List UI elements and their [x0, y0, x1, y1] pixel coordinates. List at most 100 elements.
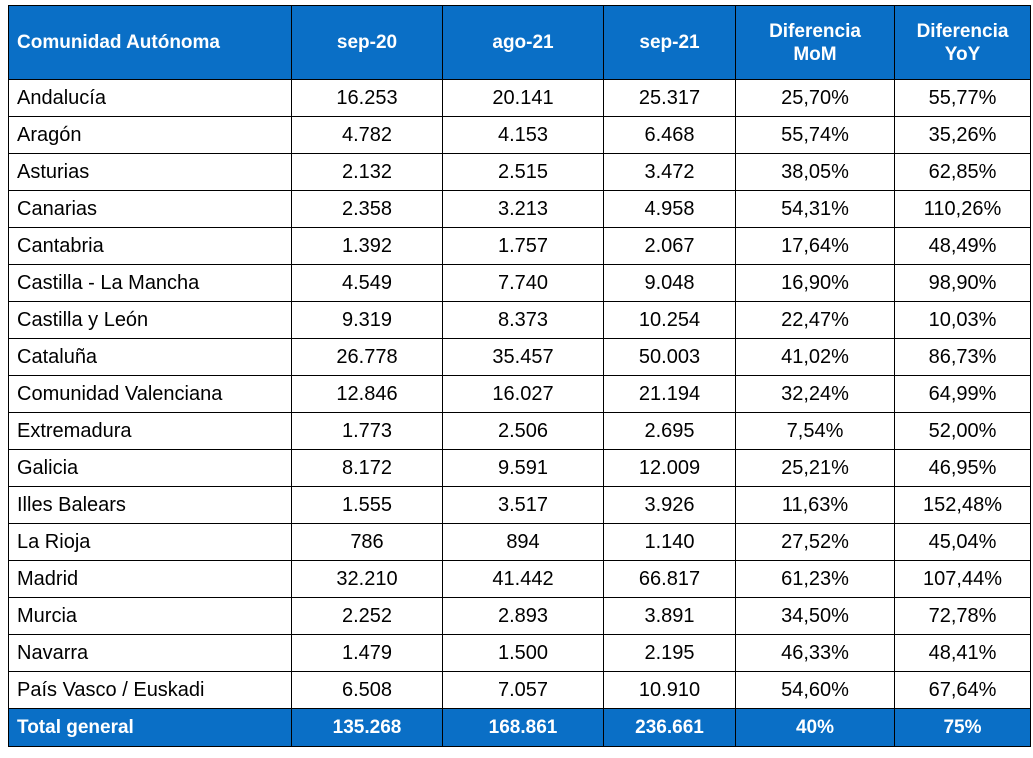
table-cell: 46,33%	[735, 634, 895, 672]
header-cell: ago-21	[442, 5, 604, 80]
table-row: Canarias 2.358 3.213 4.958 54,31% 110,26%	[8, 190, 1031, 228]
table-cell: 27,52%	[735, 523, 895, 561]
table-cell: Andalucía	[8, 79, 292, 117]
table-cell: 4.958	[603, 190, 736, 228]
table-cell: 8.172	[291, 449, 443, 487]
header-text: sep-21	[639, 32, 700, 53]
table-cell: Illes Balears	[8, 486, 292, 524]
total-cell: 40%	[735, 708, 895, 747]
table-row: Murcia 2.252 2.893 3.891 34,50% 72,78%	[8, 597, 1031, 635]
table-cell: 66.817	[603, 560, 736, 598]
table-cell: 41,02%	[735, 338, 895, 376]
header-cell: Comunidad Autónoma	[8, 5, 292, 80]
data-table: Comunidad Autónoma sep-20 ago-21 sep-21 Dife…	[8, 5, 1031, 747]
header-cell: Diferencia YoY	[894, 5, 1031, 80]
table-cell: 2.893	[442, 597, 604, 635]
table-cell: 1.140	[603, 523, 736, 561]
table-cell: Cataluña	[8, 338, 292, 376]
table-cell: Castilla - La Mancha	[8, 264, 292, 302]
table-cell: 10.910	[603, 671, 736, 709]
table-row: Castilla - La Mancha 4.549 7.740 9.048 16,90…	[8, 264, 1031, 302]
table-cell: 98,90%	[894, 264, 1031, 302]
table-cell: 6.468	[603, 116, 736, 154]
header-text: sep-20	[336, 32, 398, 53]
table-cell: 1.773	[291, 412, 443, 450]
table-cell: 41.442	[442, 560, 604, 598]
table-cell: 1.757	[442, 227, 604, 265]
table-cell: 34,50%	[735, 597, 895, 635]
table-cell: 3.213	[442, 190, 604, 228]
table-cell: 10,03%	[894, 301, 1031, 339]
table-cell: 3.891	[603, 597, 736, 635]
table-cell: 4.153	[442, 116, 604, 154]
table-cell: 50.003	[603, 338, 736, 376]
table-cell: Canarias	[8, 190, 292, 228]
table-cell: 17,64%	[735, 227, 895, 265]
table-body: Andalucía 16.253 20.141 25.317 25,70% 55,77% A…	[8, 79, 1031, 747]
header-row: Comunidad Autónoma sep-20 ago-21 sep-21 Dife…	[8, 5, 1031, 80]
table-cell: País Vasco / Euskadi	[8, 671, 292, 709]
table-cell: 45,04%	[894, 523, 1031, 561]
table-cell: Asturias	[8, 153, 292, 191]
table-cell: 20.141	[442, 79, 604, 117]
table-cell: 67,64%	[894, 671, 1031, 709]
table-cell: 32,24%	[735, 375, 895, 413]
table-cell: 2.252	[291, 597, 443, 635]
table-cell: Murcia	[8, 597, 292, 635]
table-cell: 26.778	[291, 338, 443, 376]
header-cell: sep-21	[603, 5, 736, 80]
table-cell: Galicia	[8, 449, 292, 487]
table-cell: 1.555	[291, 486, 443, 524]
table-row: Navarra 1.479 1.500 2.195 46,33% 48,41%	[8, 634, 1031, 672]
table-cell: 35,26%	[894, 116, 1031, 154]
table-cell: 11,63%	[735, 486, 895, 524]
header-text: Diferencia MoM	[769, 20, 861, 65]
table-cell: 7.057	[442, 671, 604, 709]
total-cell: 135.268	[291, 708, 443, 747]
total-cell: Total general	[8, 708, 292, 747]
table-row: Cantabria 1.392 1.757 2.067 17,64% 48,49%	[8, 227, 1031, 265]
table-cell: 22,47%	[735, 301, 895, 339]
total-cell: 168.861	[442, 708, 604, 747]
table-cell: 9.591	[442, 449, 604, 487]
table-row: Comunidad Valenciana 12.846 16.027 21.194 32…	[8, 375, 1031, 413]
table-cell: Castilla y León	[8, 301, 292, 339]
total-cell: 236.661	[603, 708, 736, 747]
table-cell: 61,23%	[735, 560, 895, 598]
table-row: País Vasco / Euskadi 6.508 7.057 10.910 54,6…	[8, 671, 1031, 709]
table-cell: Navarra	[8, 634, 292, 672]
header-text: Comunidad Autónoma	[17, 32, 220, 53]
header-cell: Diferencia MoM	[735, 5, 895, 80]
table-cell: Extremadura	[8, 412, 292, 450]
table-cell: 16.027	[442, 375, 604, 413]
table-cell: 12.009	[603, 449, 736, 487]
table-row: Andalucía 16.253 20.141 25.317 25,70% 55,77%	[8, 79, 1031, 117]
table-cell: 72,78%	[894, 597, 1031, 635]
table-cell: 152,48%	[894, 486, 1031, 524]
table-cell: 7,54%	[735, 412, 895, 450]
table-cell: Aragón	[8, 116, 292, 154]
table-row: La Rioja 786 894 1.140 27,52% 45,04%	[8, 523, 1031, 561]
table-cell: 35.457	[442, 338, 604, 376]
table-cell: 2.358	[291, 190, 443, 228]
table-cell: 2.067	[603, 227, 736, 265]
table-cell: 2.132	[291, 153, 443, 191]
table-cell: 786	[291, 523, 443, 561]
table-cell: 54,60%	[735, 671, 895, 709]
table-cell: 16,90%	[735, 264, 895, 302]
table-cell: 7.740	[442, 264, 604, 302]
table-row: Madrid 32.210 41.442 66.817 61,23% 107,44%	[8, 560, 1031, 598]
table-cell: Madrid	[8, 560, 292, 598]
table-row: Extremadura 1.773 2.506 2.695 7,54% 52,00%	[8, 412, 1031, 450]
table-cell: 3.926	[603, 486, 736, 524]
table-cell: 86,73%	[894, 338, 1031, 376]
table-cell: Cantabria	[8, 227, 292, 265]
table-cell: 1.479	[291, 634, 443, 672]
table-cell: 3.517	[442, 486, 604, 524]
table-cell: 62,85%	[894, 153, 1031, 191]
table-cell: 9.048	[603, 264, 736, 302]
total-cell: 75%	[894, 708, 1031, 747]
total-row: Total general 135.268 168.861 236.661 40% 75%	[8, 708, 1031, 747]
table-cell: 38,05%	[735, 153, 895, 191]
